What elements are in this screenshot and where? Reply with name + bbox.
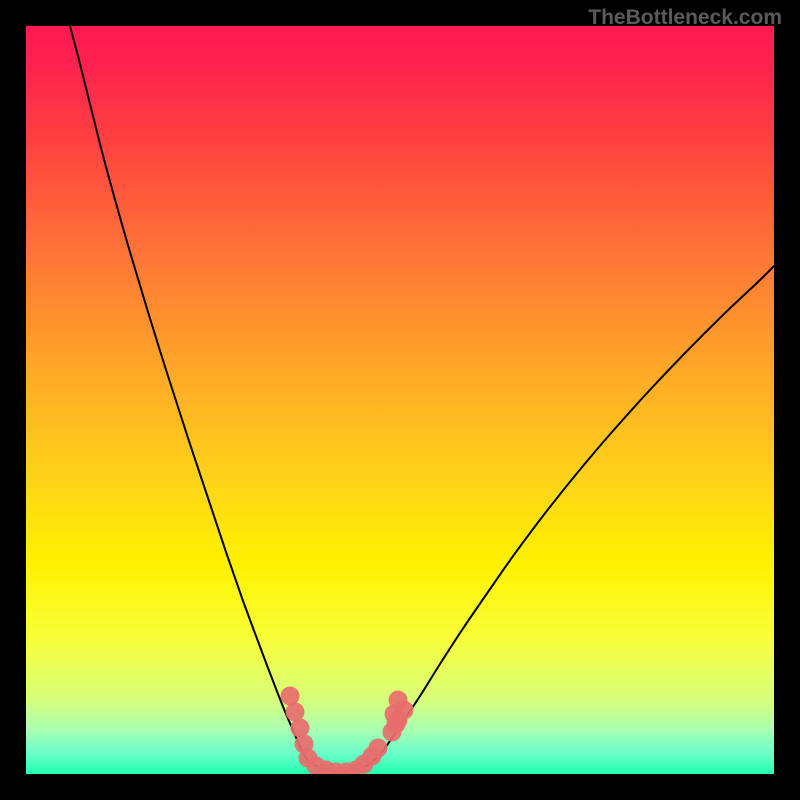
marker-dot	[291, 719, 310, 738]
marker-dot	[389, 691, 408, 710]
chart-frame: TheBottleneck.com	[0, 0, 800, 800]
chart-background	[26, 26, 774, 774]
bottleneck-curve-chart	[0, 0, 800, 800]
watermark-text: TheBottleneck.com	[588, 6, 782, 30]
marker-dot	[369, 739, 388, 758]
